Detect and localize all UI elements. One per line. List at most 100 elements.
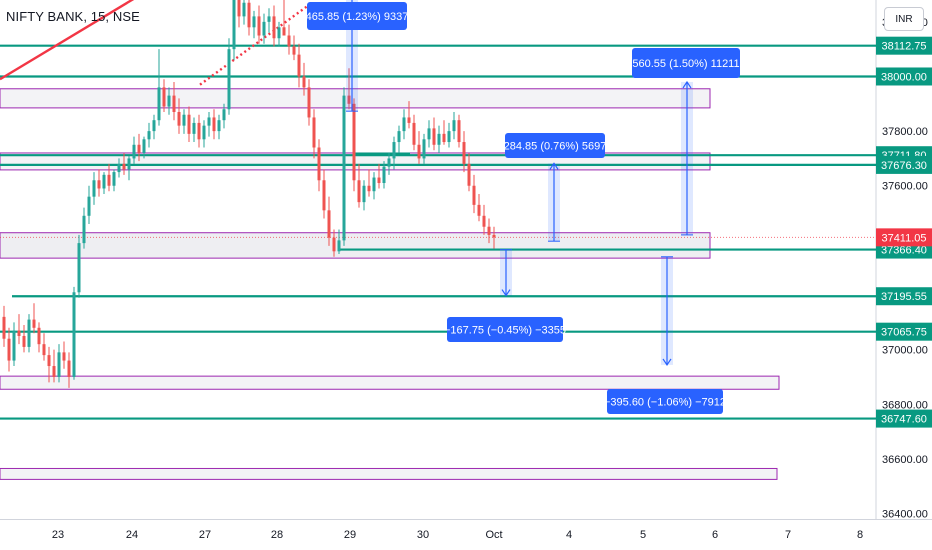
candle-body xyxy=(137,144,141,153)
candle-body xyxy=(157,87,161,121)
candle-body xyxy=(117,163,121,173)
candle xyxy=(357,163,361,208)
measure-label-box xyxy=(632,48,740,78)
time-tick-label: 7 xyxy=(785,529,791,541)
candle xyxy=(227,38,231,115)
candle-body xyxy=(272,16,276,39)
candle-body xyxy=(142,139,146,153)
measure-label: 560.55 (1.50%) 11211 xyxy=(632,58,739,70)
candle-body xyxy=(317,147,321,181)
candle xyxy=(12,322,16,367)
candle xyxy=(22,325,26,353)
price-tag-box xyxy=(876,322,932,341)
candle-body xyxy=(257,16,261,36)
arrow-head-icon xyxy=(549,162,559,170)
candle-body xyxy=(447,131,451,143)
price-tag: 38112.75 xyxy=(876,36,932,55)
measure-label: 465.85 (1.23%) 9337 xyxy=(306,11,409,23)
time-tick-label: 27 xyxy=(199,529,211,541)
zone-rectangle xyxy=(0,232,711,259)
candle-body xyxy=(372,177,376,192)
candle xyxy=(297,43,301,88)
candle xyxy=(247,0,251,36)
candle xyxy=(282,0,286,36)
time-tick-label: 6 xyxy=(712,529,718,541)
price-tag-label: 37195.55 xyxy=(881,291,927,303)
candle-body xyxy=(152,120,156,132)
price-tag: 38000.00 xyxy=(876,67,932,86)
measure-label: −395.60 (−1.06%) −7912 xyxy=(604,397,726,409)
candle-body xyxy=(352,103,356,181)
candle-body xyxy=(342,95,346,241)
candle xyxy=(337,229,341,255)
candle-body xyxy=(77,243,81,293)
candle xyxy=(472,174,476,214)
candle-body xyxy=(242,2,246,17)
candle xyxy=(432,117,436,151)
price-tag: 37676.30 xyxy=(876,155,932,174)
price-range-measure: −395.60 (−1.06%) −7912 xyxy=(604,256,726,414)
price-tag-label: 38000.00 xyxy=(881,71,927,83)
candle-body xyxy=(147,131,151,140)
candle-body xyxy=(72,292,76,377)
price-tag-box xyxy=(876,409,932,428)
candle xyxy=(112,169,116,192)
candle xyxy=(202,120,206,148)
candle xyxy=(492,226,496,249)
candle-body xyxy=(472,185,476,205)
candle xyxy=(412,114,416,151)
candle-body xyxy=(27,319,31,347)
candle-body xyxy=(127,158,131,170)
candle xyxy=(62,341,66,369)
candle-body xyxy=(457,120,461,143)
currency-selector[interactable]: INR xyxy=(884,7,924,31)
candle-body xyxy=(172,95,176,112)
candle xyxy=(327,196,331,246)
last-price-tag: 37411.05 xyxy=(876,228,932,247)
symbol-title: NIFTY BANK, 15, NSE xyxy=(6,9,140,24)
candle xyxy=(92,172,96,205)
candle xyxy=(162,79,166,112)
candle xyxy=(157,49,161,126)
candle xyxy=(322,169,326,219)
candle-body xyxy=(412,122,416,145)
price-range-measure: 284.85 (0.76%) 5697 xyxy=(504,133,606,242)
candle-body xyxy=(287,35,291,47)
zone-rectangle xyxy=(0,375,780,390)
candle xyxy=(427,120,431,148)
candle-body xyxy=(202,125,206,140)
candle xyxy=(277,21,281,47)
candle xyxy=(347,68,351,110)
candle xyxy=(57,344,61,383)
candle xyxy=(37,322,41,353)
candle-body xyxy=(367,185,371,192)
price-range-measure: 465.85 (1.23%) 9337 xyxy=(306,0,409,112)
candle xyxy=(82,207,86,249)
last-price-tag-label: 37411.05 xyxy=(881,232,926,244)
candle xyxy=(222,103,226,129)
price-tick-label: 36800.00 xyxy=(882,399,928,411)
candle xyxy=(462,131,466,173)
candle-body xyxy=(42,344,46,356)
candle-body xyxy=(402,117,406,132)
candle xyxy=(382,161,386,189)
candle xyxy=(477,193,481,222)
measure-label-box xyxy=(607,389,723,414)
candle-body xyxy=(177,111,181,126)
candle-body xyxy=(307,87,311,118)
candle-body xyxy=(192,122,196,134)
candle xyxy=(487,218,491,244)
candle xyxy=(437,125,441,153)
candle xyxy=(372,172,376,200)
candle-body xyxy=(102,174,106,189)
price-tick-label: 36600.00 xyxy=(882,454,928,466)
candle-body xyxy=(232,0,236,50)
candle xyxy=(457,114,461,148)
candle-body xyxy=(312,117,316,148)
time-tick-label: 4 xyxy=(566,529,572,541)
candle xyxy=(132,136,136,164)
price-tag: 37065.75 xyxy=(876,322,932,341)
